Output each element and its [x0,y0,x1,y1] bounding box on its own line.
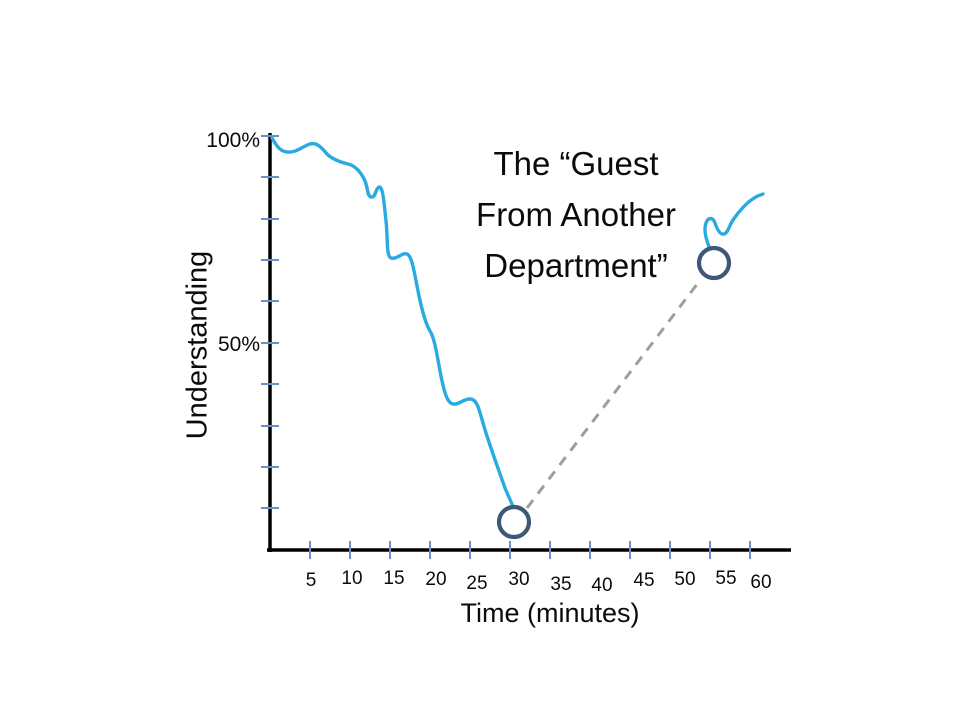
chart-title-line-2: From Another [476,196,676,233]
dashed-jump-line [525,278,703,509]
understanding-curve-after [703,192,765,251]
chart-title-line-3: Department” [484,247,668,284]
chart-title: The “Guest From Another Department” [418,138,734,291]
marker-circle-jump-point [696,245,732,281]
y-tick-label-50: 50% [217,333,260,356]
marker-circle-low-point [496,504,532,540]
chart-title-line-1: The “Guest [493,145,659,182]
y-tick-label-100: 100% [206,129,260,152]
x-axis-ticks [309,541,751,559]
x-axis-label: Time (minutes) [460,598,640,628]
understanding-curve-before [270,136,515,509]
y-axis-ticks [261,135,279,509]
